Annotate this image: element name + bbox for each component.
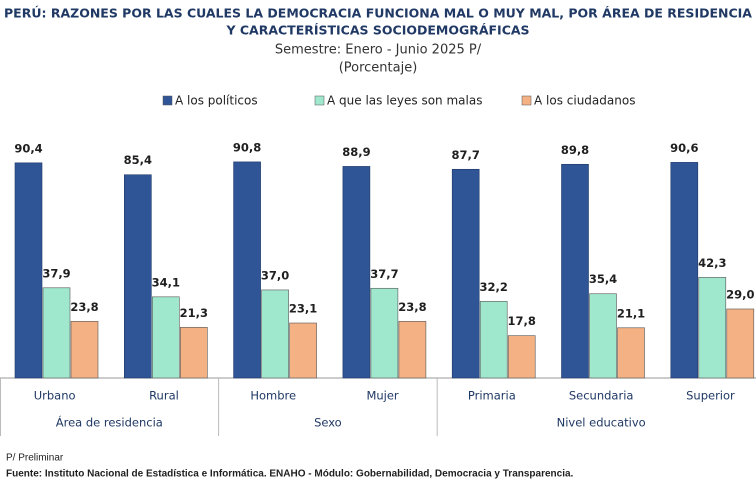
chart-subtitle: (Porcentaje) [339,61,418,76]
value-label: 32,2 [480,280,508,294]
legend-label: A los ciudadanos [534,94,635,108]
value-label: 34,1 [152,275,180,289]
value-label: 23,8 [70,300,98,314]
bar [42,287,71,379]
bar [14,162,43,379]
value-label: 88,9 [342,145,370,159]
group-label: Sexo [314,416,342,430]
x-tick-label: Secundaria [569,389,634,403]
bar [342,166,371,379]
chart-subtitle: Semestre: Enero - Junio 2025 P/ [275,43,482,58]
value-label: 37,7 [370,267,398,281]
bar [233,161,261,379]
value-label: 21,3 [180,306,208,320]
value-label: 90,6 [670,141,698,155]
legend-label: A los políticos [175,94,258,108]
value-label: 42,3 [698,256,726,270]
legend-label: A que las leyes son malas [327,94,482,108]
bar [451,168,480,379]
bar [726,308,755,379]
x-tick-label: Urbano [34,389,76,403]
source: Fuente: Instituto Nacional de Estadístic… [6,469,574,480]
footnote: P/ Preliminar [6,453,64,464]
bar [370,287,399,379]
bar [398,321,427,379]
bar [698,277,727,379]
legend-swatch [162,95,173,106]
value-label: 90,8 [233,140,261,154]
chart-title: Y CARACTERÍSTICAS SOCIODEMOGRÁFICAS [225,23,529,38]
chart-title: PERÚ: RAZONES POR LAS CUALES LA DEMOCRAC… [4,6,752,21]
bar [479,301,508,379]
bar [289,322,317,379]
value-label: 89,8 [561,143,589,157]
bar [261,289,289,379]
bar [152,296,180,379]
value-label: 17,8 [508,314,536,328]
value-label: 29,0 [726,287,754,301]
x-tick-label: Rural [149,389,179,403]
value-label: 37,9 [42,266,70,280]
bar [507,335,536,379]
bar [70,321,99,379]
x-tick-label: Hombre [250,389,296,403]
legend-swatch [521,95,532,106]
value-label: 23,1 [289,302,317,316]
value-label: 21,1 [617,306,645,320]
group-label: Área de residencia [56,415,163,430]
value-label: 35,4 [589,272,617,286]
value-label: 23,8 [398,300,426,314]
value-label: 37,0 [261,268,289,282]
bar [561,163,589,379]
x-tick-label: Primaria [468,389,516,403]
legend-swatch [314,95,325,106]
x-tick-label: Superior [686,389,735,403]
bar [617,327,645,379]
group-label: Nivel educativo [557,416,646,430]
x-tick-label: Mujer [366,389,398,403]
bar [589,293,617,379]
bar [124,174,152,379]
value-label: 90,4 [14,141,42,155]
value-label: 87,7 [452,148,480,162]
bar [180,327,208,379]
value-label: 85,4 [124,153,152,167]
bar [670,162,699,379]
